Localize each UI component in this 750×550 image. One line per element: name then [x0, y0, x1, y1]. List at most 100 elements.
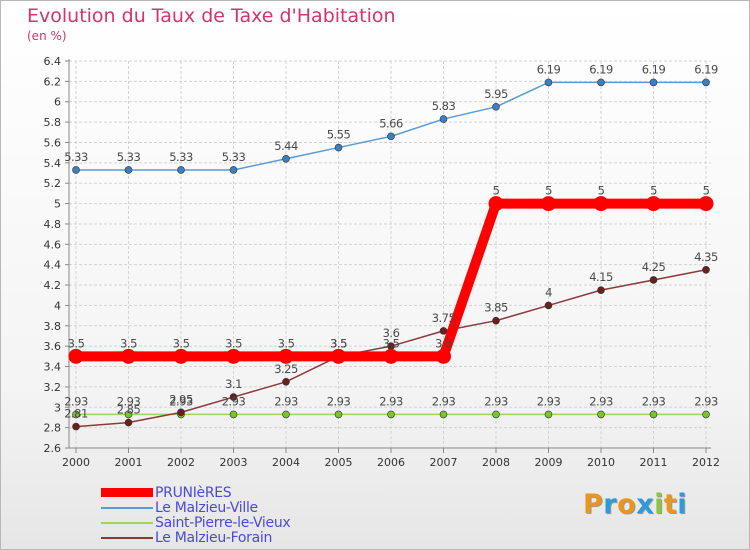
- logo-letter: o: [617, 489, 637, 520]
- data-point: [331, 348, 346, 364]
- data-point: [177, 408, 185, 417]
- data-label: 2.93: [117, 394, 141, 408]
- data-point: [492, 316, 500, 325]
- data-point: [72, 422, 80, 431]
- logo-letter: r: [603, 489, 618, 520]
- data-label: 5.66: [379, 116, 403, 130]
- data-point: [593, 196, 609, 212]
- chart-title: Evolution du Taux de Taxe d'Habitation: [27, 5, 396, 27]
- data-point: [387, 132, 395, 141]
- data-point: [702, 265, 710, 274]
- data-label: 3.5: [383, 336, 400, 350]
- y-tick-label: 2.8: [44, 422, 62, 435]
- data-label: 2.93: [379, 394, 403, 408]
- data-label: 3.1: [225, 377, 242, 391]
- data-label: 2.93: [274, 394, 298, 408]
- data-label: 2.93: [589, 394, 613, 408]
- data-point: [544, 78, 553, 87]
- y-tick-label: 4.8: [44, 218, 62, 231]
- legend-item: Le Malzieu-Ville: [101, 500, 290, 516]
- y-tick-label: 6.4: [44, 55, 62, 68]
- y-tick-label: 3.6: [44, 340, 62, 353]
- x-tick-label: 2012: [692, 456, 720, 469]
- y-tick-label: 5.8: [44, 116, 62, 129]
- proxiti-logo: Proxiti: [583, 489, 687, 520]
- x-tick-label: 2002: [167, 456, 195, 469]
- legend-item: Saint-Pierre-le-Vieux: [101, 515, 291, 531]
- data-point: [72, 166, 80, 174]
- logo-letter: P: [583, 489, 604, 520]
- data-label: 2.93: [327, 394, 351, 408]
- data-label: 5.95: [484, 87, 508, 101]
- x-tick-label: 2010: [587, 456, 615, 469]
- data-point: [597, 286, 605, 294]
- data-point: [597, 78, 605, 87]
- data-label: 2.93: [537, 394, 561, 408]
- legend: PRUNIèRES Le Malzieu-Ville Saint-Pierre-…: [101, 485, 291, 546]
- data-point: [278, 348, 294, 364]
- data-label: 4: [545, 285, 552, 299]
- data-point: [541, 196, 556, 212]
- y-tick-label: 3.8: [44, 320, 62, 333]
- data-label: 3.25: [274, 362, 298, 376]
- data-point: [177, 166, 185, 174]
- x-tick-label: 2000: [62, 456, 90, 469]
- data-point: [68, 348, 84, 364]
- data-label: 5.33: [169, 150, 193, 164]
- logo-letter: i: [654, 489, 664, 520]
- y-tick-label: 3: [54, 401, 61, 414]
- data-point: [649, 276, 658, 284]
- data-point: [646, 196, 661, 212]
- data-point: [488, 196, 504, 212]
- data-point: [124, 166, 133, 174]
- data-label: 4.35: [694, 250, 718, 264]
- data-label: 4.15: [589, 270, 613, 284]
- x-tick-label: 2006: [377, 456, 405, 469]
- data-label: 4.25: [642, 260, 666, 274]
- data-label: 3.5: [68, 336, 85, 350]
- legend-label: Le Malzieu-Forain: [155, 529, 273, 546]
- data-point: [229, 410, 238, 419]
- data-point: [121, 348, 136, 364]
- data-label: 3.75: [432, 311, 456, 325]
- y-tick-label: 2.6: [44, 442, 62, 455]
- data-point: [649, 410, 658, 419]
- y-tick-label: 5.4: [44, 157, 62, 170]
- y-tick-label: 6.2: [44, 75, 62, 88]
- data-label: 2.93: [64, 394, 88, 408]
- y-tick-label: 3.2: [44, 381, 62, 394]
- data-point: [544, 301, 553, 310]
- y-tick-label: 3.4: [44, 361, 62, 374]
- data-point: [229, 166, 238, 174]
- data-label: 2.93: [642, 394, 666, 408]
- logo-letter: i: [677, 489, 688, 520]
- data-label: 5: [650, 184, 657, 198]
- data-point: [282, 154, 290, 163]
- data-label: 5.83: [432, 99, 456, 113]
- data-label: 2.93: [694, 394, 718, 408]
- data-point: [492, 410, 500, 419]
- x-tick-label: 2001: [115, 456, 143, 469]
- data-point: [124, 410, 133, 419]
- data-label: 3.5: [330, 336, 347, 350]
- logo-letter: x: [636, 489, 655, 520]
- data-label: 3.5: [120, 336, 137, 350]
- data-point: [334, 143, 343, 152]
- data-label: 2.93: [432, 394, 456, 408]
- data-point: [383, 348, 399, 364]
- data-point: [173, 348, 189, 364]
- data-label: 6.19: [642, 62, 666, 76]
- x-tick-label: 2007: [430, 456, 458, 469]
- data-label: 3.5: [225, 336, 242, 350]
- logo-letter: t: [663, 489, 678, 520]
- data-label: 3.85: [484, 301, 508, 315]
- data-point: [698, 196, 714, 212]
- data-label: 5: [493, 184, 500, 198]
- data-label: 3.5: [435, 336, 452, 350]
- data-point: [436, 348, 451, 364]
- y-tick-label: 5.2: [44, 177, 62, 190]
- y-tick-label: 5.6: [44, 136, 62, 149]
- legend-item: Le Malzieu-Forain: [101, 529, 290, 546]
